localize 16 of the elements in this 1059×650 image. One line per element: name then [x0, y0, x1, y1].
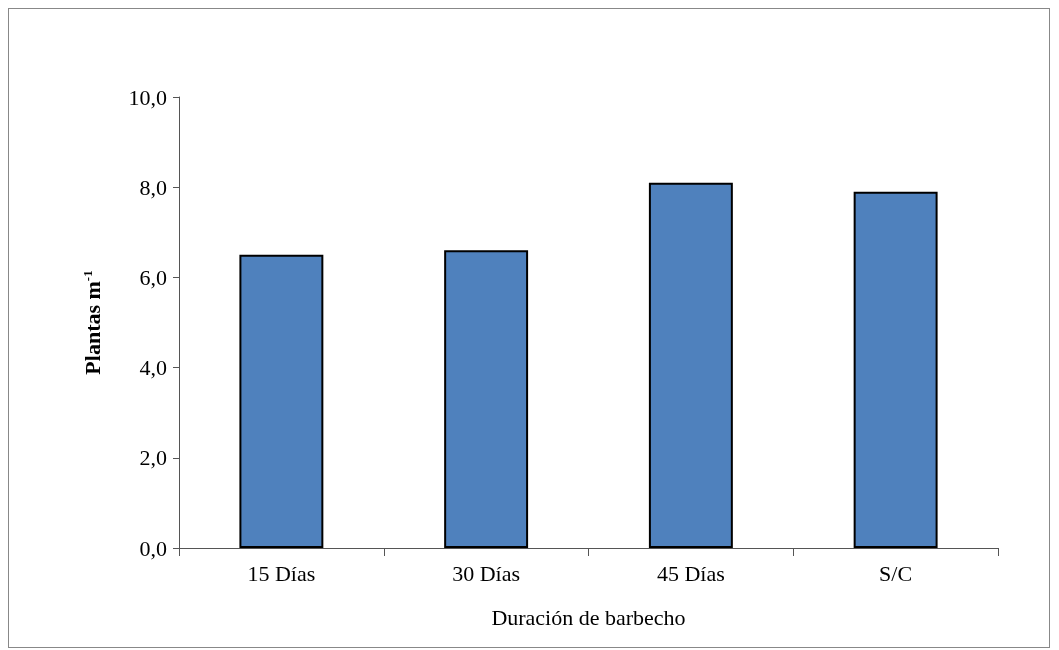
y-tick-label: 8,0	[139, 174, 167, 200]
y-tick-label: 10,0	[128, 84, 167, 110]
x-tick-label: 45 Días	[656, 560, 725, 586]
y-tick-label: 2,0	[139, 445, 167, 471]
bar	[239, 254, 324, 548]
bar	[853, 191, 938, 548]
x-axis-title: Duración de barbecho	[491, 604, 686, 630]
y-tick-label: 6,0	[139, 264, 167, 290]
bar	[648, 182, 733, 548]
x-tick-label: 15 Días	[247, 560, 316, 586]
y-axis-title: Plantas m-1	[80, 270, 105, 375]
x-tick-label: 30 Días	[452, 560, 521, 586]
bar	[444, 250, 529, 548]
x-tick-label: S/C	[879, 560, 913, 586]
y-tick-label: 0,0	[139, 535, 167, 561]
y-tick-label: 4,0	[139, 355, 167, 381]
